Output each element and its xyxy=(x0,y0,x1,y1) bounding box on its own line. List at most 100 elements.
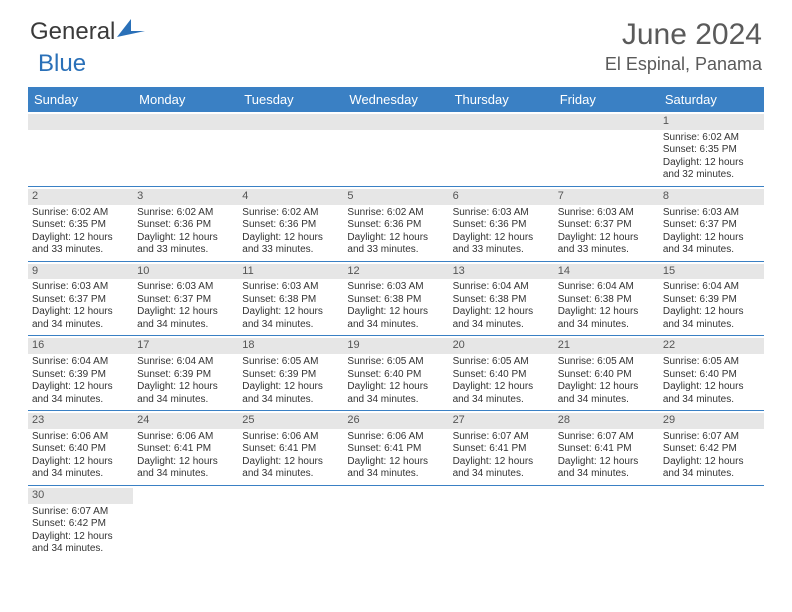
daylight-text: Daylight: 12 hours and 34 minutes. xyxy=(663,456,760,481)
sunset-text: Sunset: 6:40 PM xyxy=(453,369,550,382)
day-number: 17 xyxy=(133,338,238,354)
day-number: 15 xyxy=(659,264,764,280)
sunset-text: Sunset: 6:41 PM xyxy=(558,443,655,456)
day-cell xyxy=(449,112,554,186)
sunrise-text: Sunrise: 6:03 AM xyxy=(558,207,655,220)
empty-day-bar xyxy=(238,114,343,130)
day-number: 12 xyxy=(343,264,448,280)
day-cell: 23Sunrise: 6:06 AMSunset: 6:40 PMDayligh… xyxy=(28,411,133,485)
sunrise-text: Sunrise: 6:03 AM xyxy=(32,281,129,294)
day-number: 28 xyxy=(554,413,659,429)
sunset-text: Sunset: 6:37 PM xyxy=(32,294,129,307)
daylight-text: Daylight: 12 hours and 34 minutes. xyxy=(32,381,129,406)
day-cell: 11Sunrise: 6:03 AMSunset: 6:38 PMDayligh… xyxy=(238,262,343,336)
empty-day-bar xyxy=(133,114,238,130)
day-number: 29 xyxy=(659,413,764,429)
sunset-text: Sunset: 6:36 PM xyxy=(453,219,550,232)
daylight-text: Daylight: 12 hours and 33 minutes. xyxy=(32,232,129,257)
empty-day-bar xyxy=(554,114,659,130)
sunrise-text: Sunrise: 6:04 AM xyxy=(663,281,760,294)
sunset-text: Sunset: 6:40 PM xyxy=(558,369,655,382)
daylight-text: Daylight: 12 hours and 34 minutes. xyxy=(558,306,655,331)
day-cell xyxy=(554,486,659,560)
sunrise-text: Sunrise: 6:05 AM xyxy=(663,356,760,369)
daylight-text: Daylight: 12 hours and 32 minutes. xyxy=(663,157,760,182)
logo-text-general: General xyxy=(30,18,115,46)
sunrise-text: Sunrise: 6:05 AM xyxy=(558,356,655,369)
sunset-text: Sunset: 6:37 PM xyxy=(663,219,760,232)
day-cell: 8Sunrise: 6:03 AMSunset: 6:37 PMDaylight… xyxy=(659,187,764,261)
day-cell: 17Sunrise: 6:04 AMSunset: 6:39 PMDayligh… xyxy=(133,336,238,410)
sunrise-text: Sunrise: 6:02 AM xyxy=(32,207,129,220)
daylight-text: Daylight: 12 hours and 34 minutes. xyxy=(137,306,234,331)
empty-day-bar xyxy=(28,114,133,130)
day-cell: 30Sunrise: 6:07 AMSunset: 6:42 PMDayligh… xyxy=(28,486,133,560)
title-block: June 2024 El Espinal, Panama xyxy=(605,18,762,75)
sunset-text: Sunset: 6:38 PM xyxy=(242,294,339,307)
day-cell xyxy=(238,112,343,186)
daylight-text: Daylight: 12 hours and 34 minutes. xyxy=(347,456,444,481)
daylight-text: Daylight: 12 hours and 34 minutes. xyxy=(32,306,129,331)
sunrise-text: Sunrise: 6:07 AM xyxy=(558,431,655,444)
sunset-text: Sunset: 6:37 PM xyxy=(558,219,655,232)
sunset-text: Sunset: 6:41 PM xyxy=(242,443,339,456)
day-number: 27 xyxy=(449,413,554,429)
sunset-text: Sunset: 6:41 PM xyxy=(347,443,444,456)
day-number: 6 xyxy=(449,189,554,205)
day-number: 26 xyxy=(343,413,448,429)
sunset-text: Sunset: 6:37 PM xyxy=(137,294,234,307)
day-cell: 28Sunrise: 6:07 AMSunset: 6:41 PMDayligh… xyxy=(554,411,659,485)
day-number: 24 xyxy=(133,413,238,429)
sunrise-text: Sunrise: 6:05 AM xyxy=(347,356,444,369)
day-header-tuesday: Tuesday xyxy=(238,87,343,112)
sunset-text: Sunset: 6:42 PM xyxy=(663,443,760,456)
day-number: 13 xyxy=(449,264,554,280)
sunset-text: Sunset: 6:39 PM xyxy=(137,369,234,382)
day-number: 30 xyxy=(28,488,133,504)
sunrise-text: Sunrise: 6:03 AM xyxy=(663,207,760,220)
daylight-text: Daylight: 12 hours and 33 minutes. xyxy=(453,232,550,257)
logo-text-blue: Blue xyxy=(38,50,86,78)
day-cell xyxy=(238,486,343,560)
week-row: 1 Sunrise: 6:02 AMSunset: 6:35 PMDaylight… xyxy=(28,112,764,187)
sunrise-text: Sunrise: 6:04 AM xyxy=(32,356,129,369)
day-cell: 15Sunrise: 6:04 AMSunset: 6:39 PMDayligh… xyxy=(659,262,764,336)
location-text: El Espinal, Panama xyxy=(605,54,762,75)
day-number: 23 xyxy=(28,413,133,429)
day-cell: 13Sunrise: 6:04 AMSunset: 6:38 PMDayligh… xyxy=(449,262,554,336)
day-number: 5 xyxy=(343,189,448,205)
sunrise-text: Sunrise: 6:07 AM xyxy=(32,506,129,519)
day-cell: 21Sunrise: 6:05 AMSunset: 6:40 PMDayligh… xyxy=(554,336,659,410)
day-cell xyxy=(343,486,448,560)
daylight-text: Daylight: 12 hours and 34 minutes. xyxy=(242,456,339,481)
sunrise-text: Sunrise: 6:02 AM xyxy=(242,207,339,220)
week-row: 2Sunrise: 6:02 AMSunset: 6:35 PMDaylight… xyxy=(28,187,764,262)
day-cell: 2Sunrise: 6:02 AMSunset: 6:35 PMDaylight… xyxy=(28,187,133,261)
daylight-text: Daylight: 12 hours and 34 minutes. xyxy=(558,381,655,406)
day-number: 4 xyxy=(238,189,343,205)
day-cell: 27Sunrise: 6:07 AMSunset: 6:41 PMDayligh… xyxy=(449,411,554,485)
sunset-text: Sunset: 6:35 PM xyxy=(663,144,760,157)
day-cell: 24Sunrise: 6:06 AMSunset: 6:41 PMDayligh… xyxy=(133,411,238,485)
daylight-text: Daylight: 12 hours and 33 minutes. xyxy=(242,232,339,257)
month-title: June 2024 xyxy=(605,18,762,52)
sunset-text: Sunset: 6:39 PM xyxy=(663,294,760,307)
day-cell: 14Sunrise: 6:04 AMSunset: 6:38 PMDayligh… xyxy=(554,262,659,336)
sunrise-text: Sunrise: 6:06 AM xyxy=(347,431,444,444)
day-cell: 6Sunrise: 6:03 AMSunset: 6:36 PMDaylight… xyxy=(449,187,554,261)
day-cell: 25Sunrise: 6:06 AMSunset: 6:41 PMDayligh… xyxy=(238,411,343,485)
sunrise-text: Sunrise: 6:06 AM xyxy=(242,431,339,444)
sunrise-text: Sunrise: 6:06 AM xyxy=(32,431,129,444)
sunset-text: Sunset: 6:38 PM xyxy=(558,294,655,307)
daylight-text: Daylight: 12 hours and 34 minutes. xyxy=(453,456,550,481)
day-number: 14 xyxy=(554,264,659,280)
sunrise-text: Sunrise: 6:02 AM xyxy=(663,132,760,145)
daylight-text: Daylight: 12 hours and 34 minutes. xyxy=(347,306,444,331)
day-number: 1 xyxy=(659,114,764,130)
day-cell: 7Sunrise: 6:03 AMSunset: 6:37 PMDaylight… xyxy=(554,187,659,261)
day-header-saturday: Saturday xyxy=(659,87,764,112)
sunrise-text: Sunrise: 6:02 AM xyxy=(347,207,444,220)
day-cell xyxy=(28,112,133,186)
daylight-text: Daylight: 12 hours and 34 minutes. xyxy=(32,456,129,481)
day-number: 18 xyxy=(238,338,343,354)
